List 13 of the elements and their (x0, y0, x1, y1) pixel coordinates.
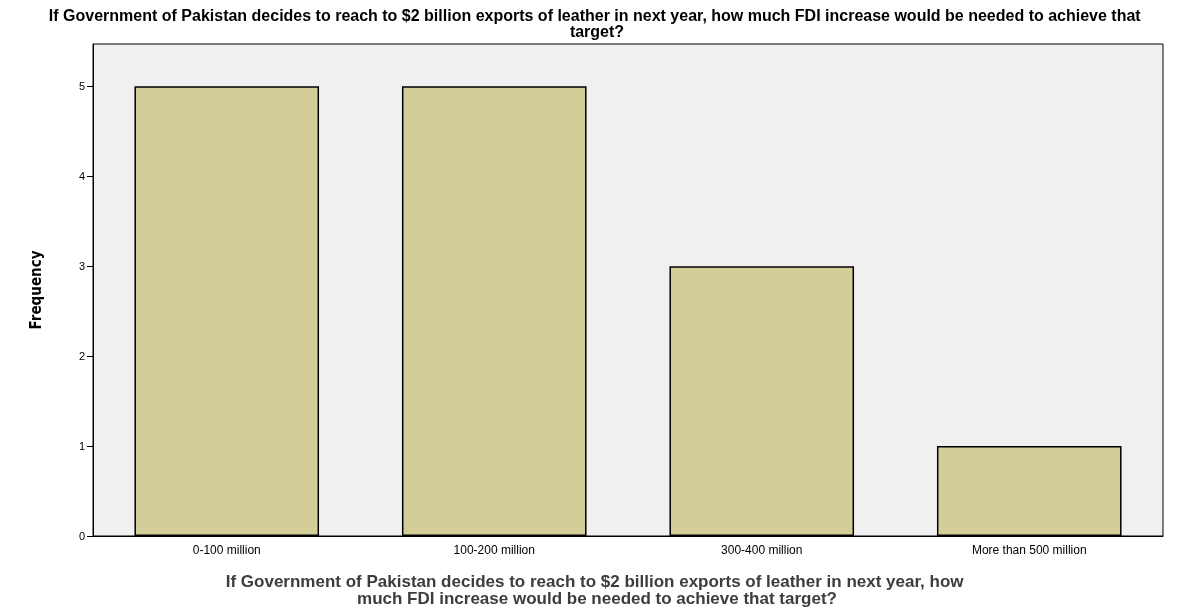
x-tick-label: 300-400 million (721, 543, 803, 557)
y-tick-label: 0 (78, 530, 85, 542)
y-tick-label: 3 (78, 260, 85, 273)
y-axis-title: Frequency (26, 250, 45, 330)
x-tick-label: More than 500 million (971, 543, 1087, 557)
y-tick-label: 4 (78, 170, 85, 183)
y-tick-label: 5 (78, 80, 85, 93)
y-tick-label: 2 (78, 350, 85, 363)
y-tick-label: 1 (78, 440, 85, 453)
x-tick-label: 100-200 million (453, 543, 535, 557)
x-axis-title: If Government of Pakistan decides to reach to $2 billion exports of leather in next year, how much FDI increase would be needed to achieve that target? (225, 572, 969, 608)
chart-title: If Government of Pakistan decides to reach to $2 billion exports of leather in next year, how much FDI increase would be needed to achieve that target? (48, 6, 1146, 40)
x-tick-label: 0-100 million (192, 543, 261, 557)
